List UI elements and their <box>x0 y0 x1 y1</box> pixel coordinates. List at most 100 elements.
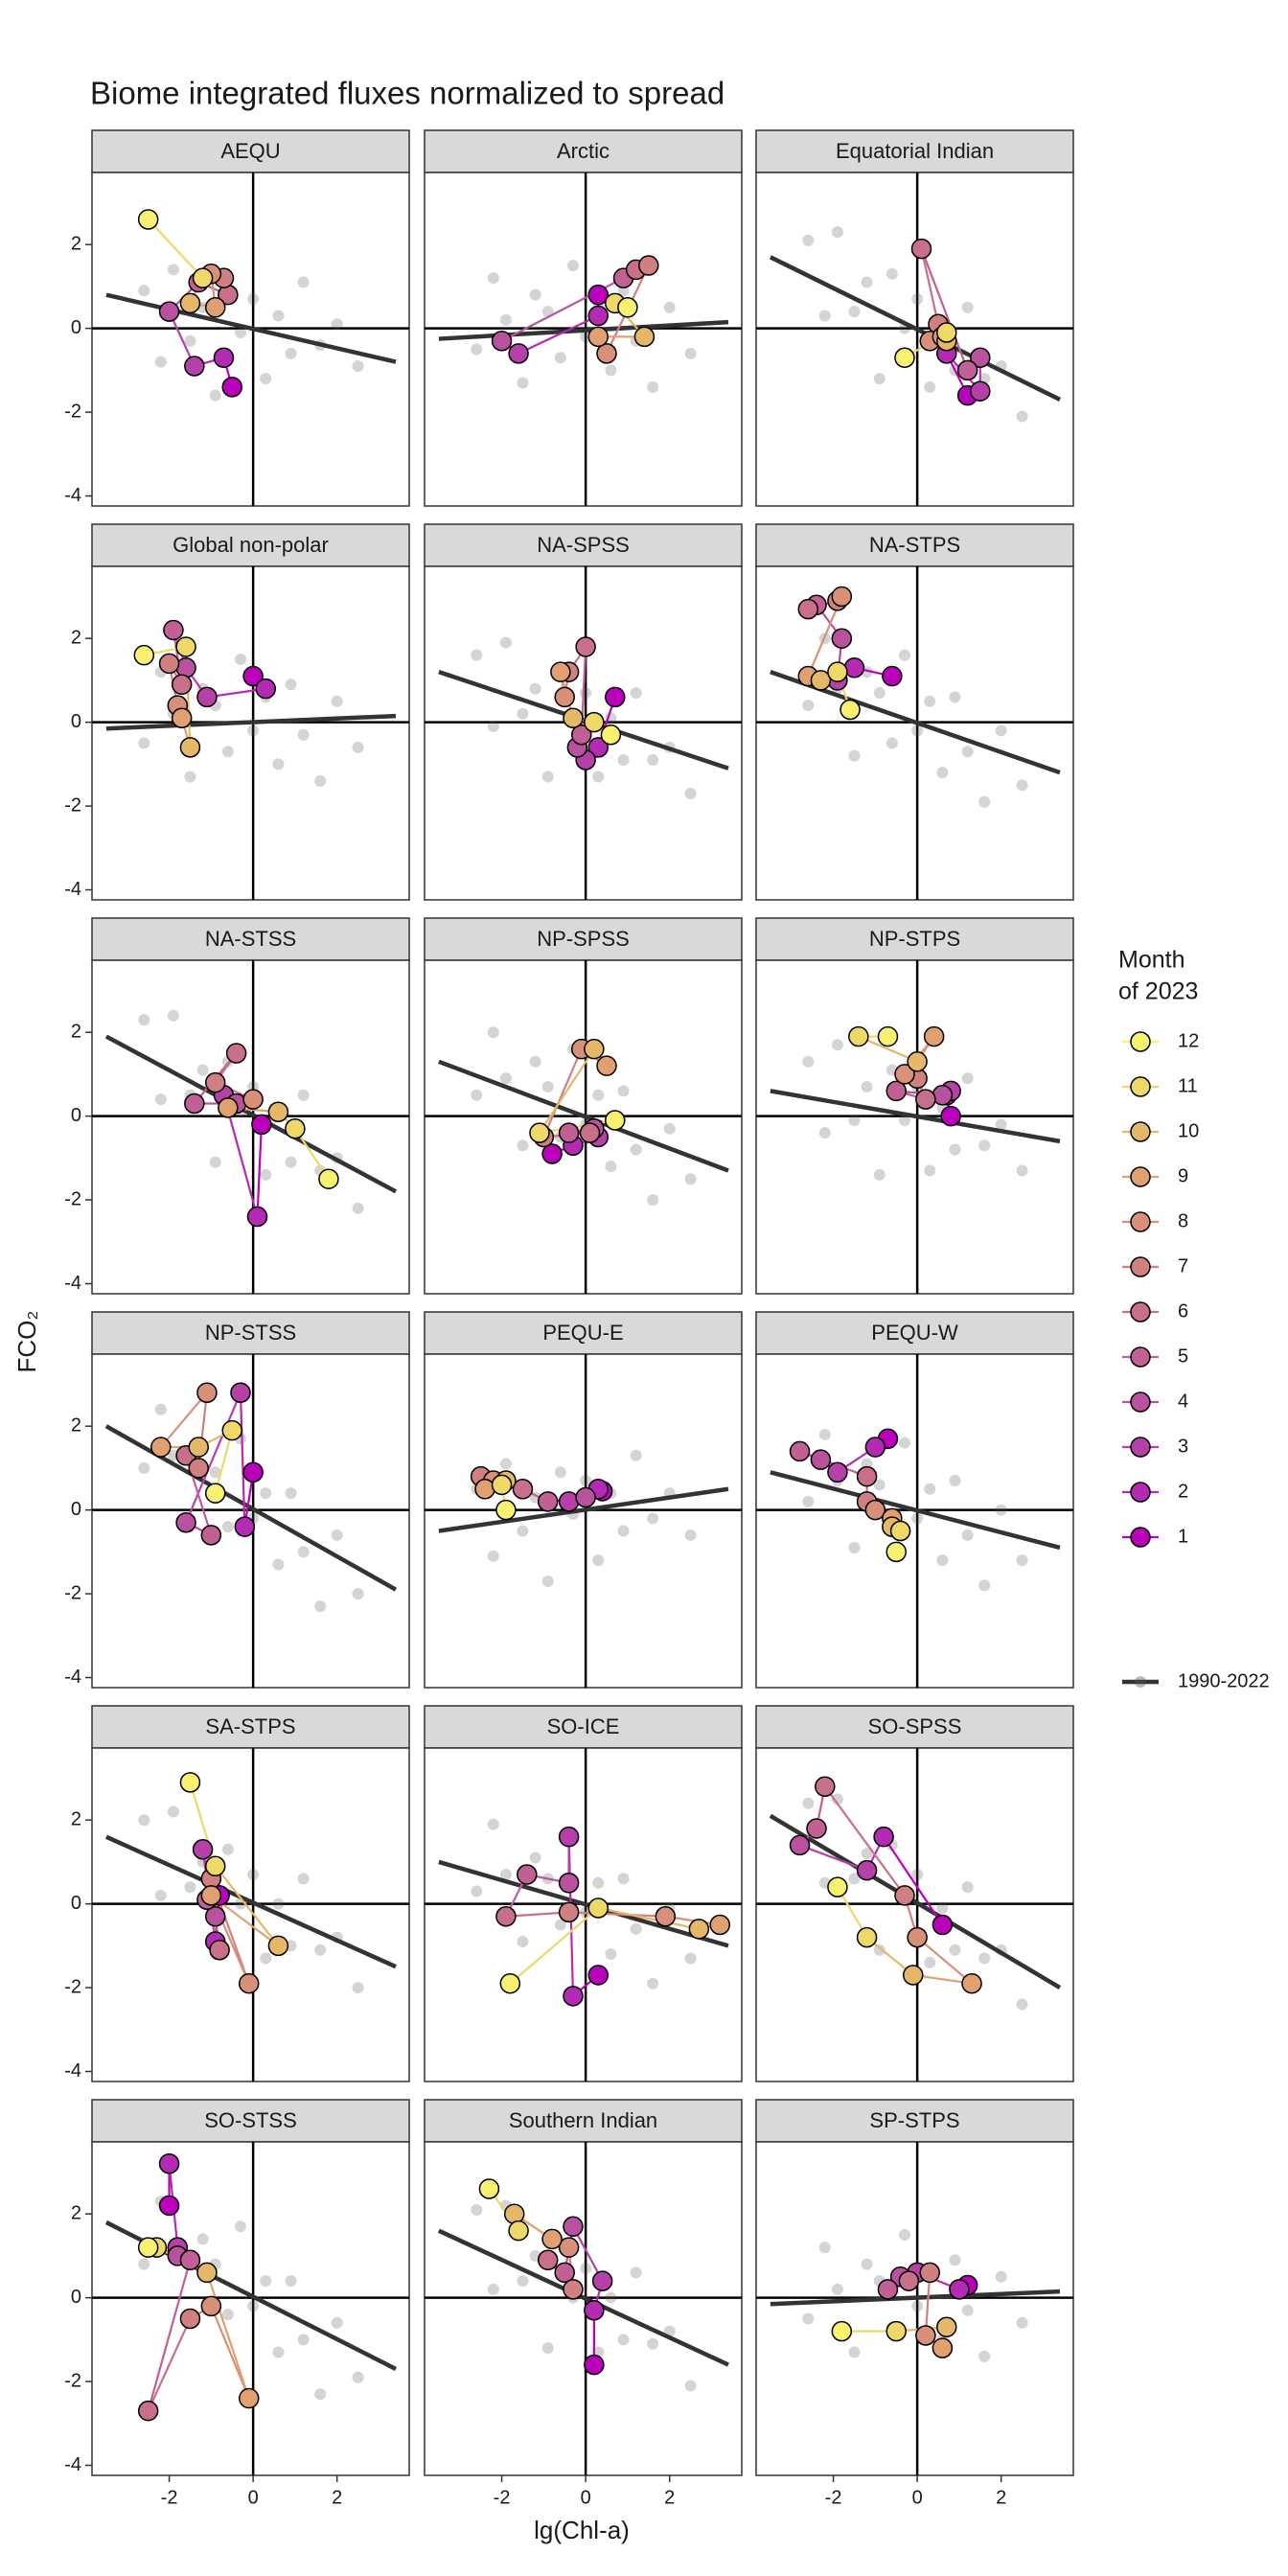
y-tick-label: 0 <box>71 1105 81 1126</box>
month-point <box>970 380 991 402</box>
background-point <box>499 636 512 649</box>
background-point <box>886 737 898 749</box>
background-point <box>272 2346 285 2358</box>
legend-label: 12 <box>1178 1030 1199 1051</box>
background-point <box>352 1982 364 1994</box>
month-point <box>923 1025 945 1047</box>
month-point <box>886 1541 907 1563</box>
background-point <box>517 707 529 720</box>
background-point <box>605 1161 617 1173</box>
strip-label: NA-STPS <box>869 533 960 557</box>
month-point <box>856 1926 878 1948</box>
x-axis-label: lg(Chl-a) <box>534 2516 630 2544</box>
fit-line <box>105 713 397 731</box>
month-point <box>192 1839 214 1860</box>
month-point <box>508 343 529 364</box>
background-point <box>818 310 831 322</box>
background-point <box>580 1475 592 1487</box>
month-point <box>936 2316 957 2337</box>
background-point <box>529 1055 541 1068</box>
background-point <box>529 682 541 695</box>
y-tick-label: -4 <box>64 485 81 506</box>
month-point <box>940 1105 961 1127</box>
month-point <box>221 1419 242 1441</box>
month-segment <box>214 1430 234 1494</box>
strip-label: SO-STSS <box>204 2108 297 2132</box>
month-segment <box>147 218 204 279</box>
background-point <box>802 700 815 712</box>
fit-line <box>104 1034 398 1194</box>
month-segment <box>505 1911 569 1918</box>
strip-label: PEQU-E <box>542 1321 623 1345</box>
month-point <box>204 1905 226 1927</box>
month-point <box>827 1461 848 1484</box>
panel <box>755 565 1074 901</box>
background-point <box>247 2300 260 2312</box>
strip <box>755 1705 1074 1749</box>
panel <box>91 959 410 1295</box>
y-axis-label: FCO₂ <box>12 1311 41 1373</box>
background-point <box>818 1127 831 1139</box>
background-point <box>630 1922 642 1935</box>
month-point <box>267 1935 289 1957</box>
month-point <box>575 1486 596 1508</box>
month-point <box>204 297 226 318</box>
background-point <box>936 767 949 779</box>
month-point <box>188 1458 209 1479</box>
month-segment <box>598 1906 700 1930</box>
background-point <box>209 1466 221 1479</box>
background-point <box>352 2371 364 2383</box>
month-point <box>961 1972 982 1994</box>
month-segment <box>147 2259 192 2411</box>
background-point <box>285 347 297 359</box>
month-segment <box>920 248 940 325</box>
strip-label: NP-SPSS <box>537 927 630 951</box>
background-point <box>911 293 924 306</box>
month-point <box>797 598 819 620</box>
month-segment <box>239 1392 246 1528</box>
background-point <box>861 2258 873 2270</box>
background-point <box>911 2300 924 2312</box>
background-point <box>978 1579 991 1592</box>
month-point <box>932 2337 954 2358</box>
month-point <box>584 2299 605 2321</box>
month-segment <box>799 1844 867 1872</box>
panel <box>424 2141 743 2476</box>
month-point <box>638 255 659 276</box>
month-point <box>491 330 513 352</box>
strip <box>424 129 743 173</box>
background-point <box>1016 1998 1028 2011</box>
background-point <box>1016 779 1028 792</box>
background-point <box>499 1072 512 1085</box>
y-tick-label: 2 <box>71 1414 81 1436</box>
month-segment <box>858 1035 918 1063</box>
legend-key <box>1130 1301 1151 1322</box>
month-point <box>915 2325 936 2346</box>
background-point <box>873 1944 886 1956</box>
panel <box>755 1353 1074 1689</box>
month-point <box>204 1483 226 1504</box>
background-point <box>861 276 873 288</box>
x-tick-label: 2 <box>664 2487 675 2508</box>
month-segment <box>924 2272 932 2336</box>
strip-label: Global non-polar <box>172 533 329 557</box>
background-point <box>848 749 861 762</box>
month-point <box>512 1479 534 1500</box>
background-point <box>617 753 630 766</box>
background-point <box>802 234 815 246</box>
month-point <box>213 347 235 368</box>
background-point <box>898 1115 910 1127</box>
month-point <box>810 670 832 691</box>
month-point <box>843 657 865 678</box>
month-point <box>251 1114 272 1136</box>
month-point <box>827 661 848 682</box>
background-point <box>154 356 167 368</box>
y-tick-label: -2 <box>64 1188 81 1209</box>
month-point <box>196 1382 218 1403</box>
background-point <box>541 1081 554 1093</box>
month-point <box>508 2220 529 2242</box>
month-point <box>579 1122 601 1143</box>
month-point <box>285 1117 306 1139</box>
background-point <box>961 746 974 758</box>
month-point <box>907 1051 928 1072</box>
